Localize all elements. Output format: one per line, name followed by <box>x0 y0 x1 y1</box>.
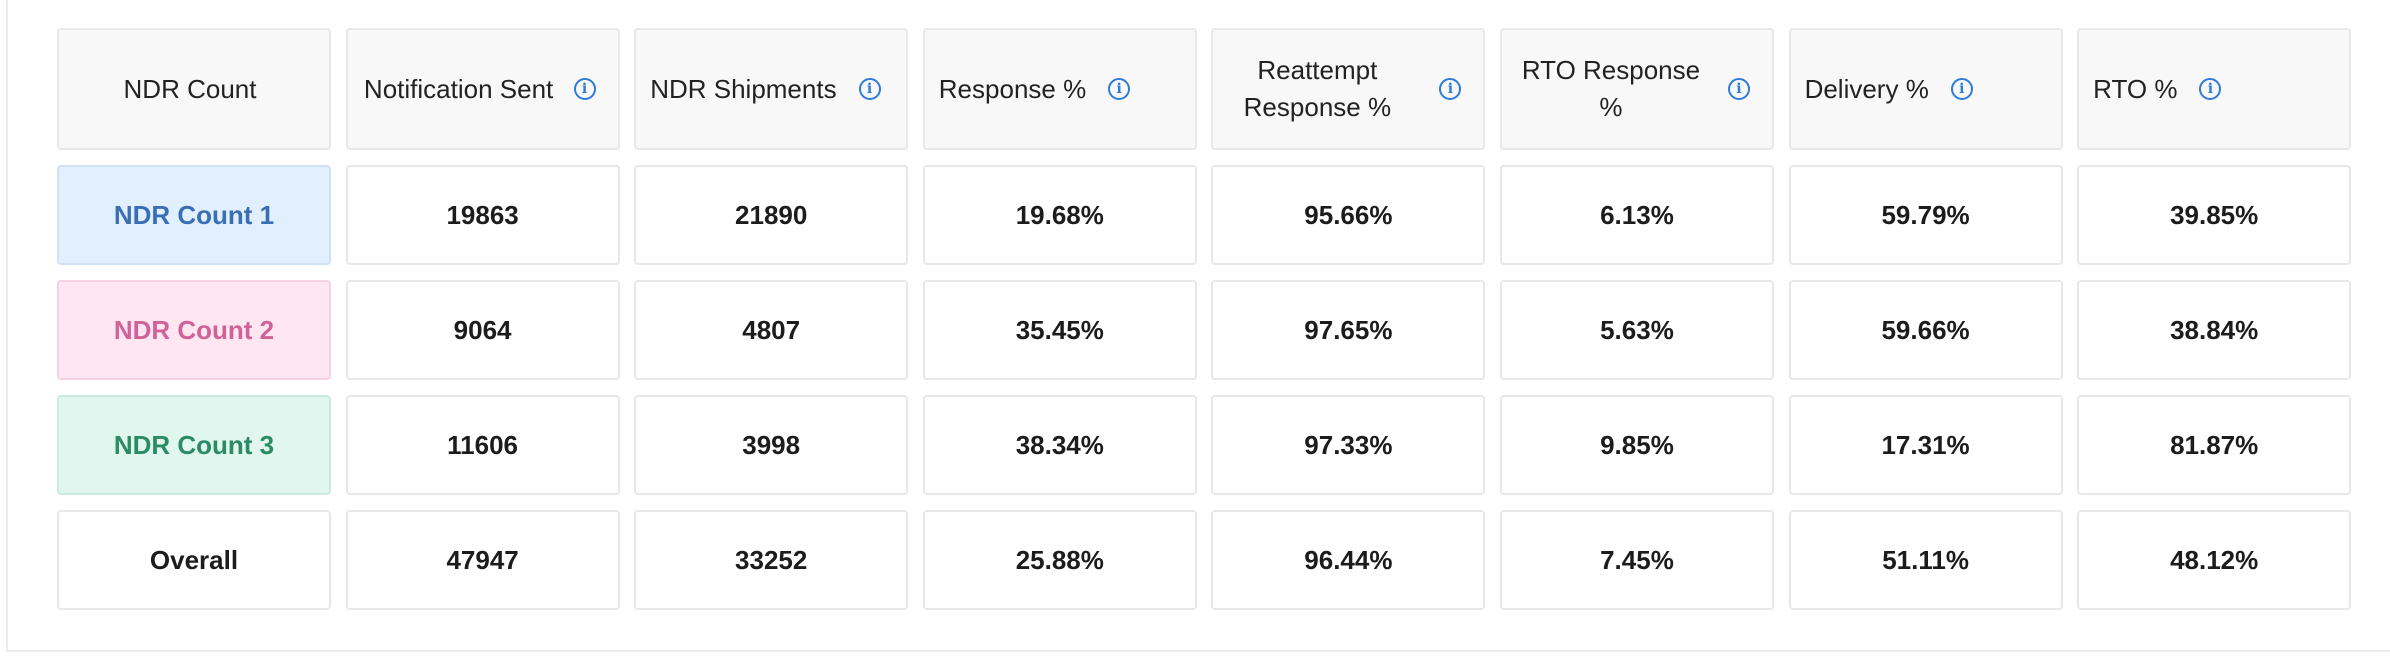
cell-rto-response-pct: 7.45% <box>1499 510 1774 610</box>
ndr-summary-panel: NDR Count Notification Sent i NDR Shipme… <box>6 0 2390 652</box>
cell-delivery-pct: 59.66% <box>1788 280 2063 380</box>
header-reattempt-response-pct: Reattempt Response % i <box>1211 28 1486 150</box>
info-icon[interactable]: i <box>1108 78 1131 100</box>
cell-response-pct: 19.68% <box>922 165 1197 265</box>
row-label-overall: Overall <box>57 510 331 610</box>
cell-ndr-shipments: 4807 <box>634 280 909 380</box>
cell-delivery-pct: 59.79% <box>1788 165 2063 265</box>
row-label-ndr-count-1: NDR Count 1 <box>57 165 331 265</box>
cell-rto-response-pct: 9.85% <box>1499 395 1774 495</box>
info-icon[interactable]: i <box>573 78 596 100</box>
cell-rto-response-pct: 5.63% <box>1499 280 1774 380</box>
cell-ndr-shipments: 3998 <box>634 395 909 495</box>
info-icon[interactable]: i <box>2199 78 2222 100</box>
cell-reattempt-response-pct: 97.33% <box>1211 395 1486 495</box>
cell-reattempt-response-pct: 97.65% <box>1211 280 1486 380</box>
header-response-pct: Response % i <box>922 28 1197 150</box>
header-ndr-count: NDR Count <box>57 28 331 150</box>
row-label-ndr-count-3: NDR Count 3 <box>57 395 331 495</box>
cell-rto-pct: 38.84% <box>2077 280 2352 380</box>
cell-reattempt-response-pct: 95.66% <box>1211 165 1486 265</box>
header-label: RTO Response % <box>1521 55 1701 122</box>
cell-delivery-pct: 51.11% <box>1788 510 2063 610</box>
header-label: NDR Shipments <box>650 73 837 104</box>
cell-delivery-pct: 17.31% <box>1788 395 2063 495</box>
cell-response-pct: 25.88% <box>922 510 1197 610</box>
header-label: Response % <box>938 73 1087 104</box>
cell-rto-response-pct: 6.13% <box>1499 165 1774 265</box>
header-label: Reattempt Response % <box>1243 55 1392 122</box>
cell-notification-sent: 9064 <box>345 280 620 380</box>
header-rto-response-pct: RTO Response % i <box>1499 28 1774 150</box>
header-ndr-shipments: NDR Shipments i <box>634 28 909 150</box>
cell-notification-sent: 47947 <box>345 510 620 610</box>
cell-ndr-shipments: 21890 <box>634 165 909 265</box>
info-icon[interactable]: i <box>1727 78 1750 100</box>
row-label-ndr-count-2: NDR Count 2 <box>57 280 331 380</box>
cell-reattempt-response-pct: 96.44% <box>1211 510 1486 610</box>
header-label: Delivery % <box>1804 73 1929 104</box>
info-icon[interactable]: i <box>858 78 881 100</box>
header-label: Notification Sent <box>363 73 554 104</box>
info-icon[interactable]: i <box>1439 78 1462 100</box>
cell-rto-pct: 81.87% <box>2077 395 2352 495</box>
header-delivery-pct: Delivery % i <box>1788 28 2063 150</box>
header-label: NDR Count <box>123 73 257 104</box>
cell-rto-pct: 39.85% <box>2077 165 2352 265</box>
ndr-summary-table: NDR Count Notification Sent i NDR Shipme… <box>57 28 2352 610</box>
cell-response-pct: 38.34% <box>922 395 1197 495</box>
header-rto-pct: RTO % i <box>2077 28 2352 150</box>
header-notification-sent: Notification Sent i <box>345 28 620 150</box>
header-label: RTO % <box>2093 73 2178 104</box>
cell-notification-sent: 11606 <box>345 395 620 495</box>
cell-ndr-shipments: 33252 <box>634 510 909 610</box>
info-icon[interactable]: i <box>1950 78 1973 100</box>
cell-notification-sent: 19863 <box>345 165 620 265</box>
cell-response-pct: 35.45% <box>922 280 1197 380</box>
cell-rto-pct: 48.12% <box>2077 510 2352 610</box>
